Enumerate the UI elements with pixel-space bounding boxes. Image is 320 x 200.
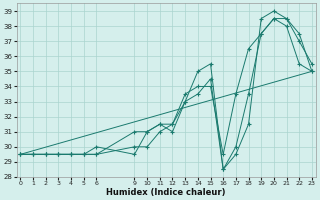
X-axis label: Humidex (Indice chaleur): Humidex (Indice chaleur) (107, 188, 226, 197)
